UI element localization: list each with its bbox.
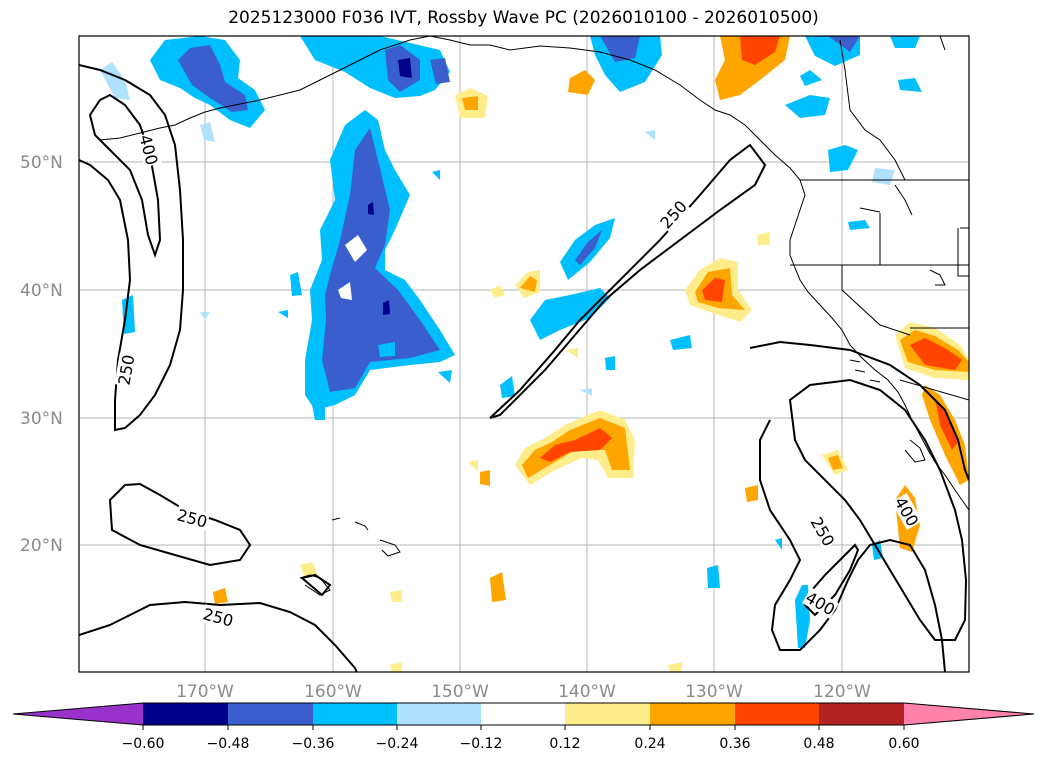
colorbar-bin [143,703,228,725]
contour-250-south [79,600,358,672]
lon-label-130w: 130°W [685,682,743,702]
colorbar-bin [313,703,397,725]
contour-400-southeast [803,543,860,617]
colorbar-tick-label: −0.36 [292,736,335,752]
colorbar-bin [481,703,565,725]
lon-label-120w: 120°W [813,682,871,702]
colorbar-extend-max [904,703,1034,725]
colorbar-ticks [142,725,905,730]
map-frame [78,35,970,673]
lon-label-160w: 160°W [304,682,362,702]
colorbar: −0.60 −0.48 −0.36 −0.24 −0.12 0.12 0.24 … [12,702,1035,752]
neg-region-central-strong [322,128,440,392]
colorbar-bin [228,703,313,725]
colorbar-tick-label: 0.24 [634,736,665,752]
longitude-labels: 170°W 160°W 150°W 140°W 130°W 120°W [176,682,871,702]
neg-max-2 [383,300,390,315]
lon-label-170w: 170°W [176,682,234,702]
contour-250-south-west [108,482,252,567]
contour-400-east [788,378,968,641]
lon-label-150w: 150°W [431,682,489,702]
colorbar-bin [565,703,650,725]
colorbar-tick-label: 0.60 [888,736,919,752]
neg-region-mid-2 [530,288,610,340]
lat-label-40n: 40°N [20,281,63,301]
colorbar-tick-label: 0.48 [803,736,834,752]
contour-400-west [88,93,162,259]
neg-hole-2 [338,282,352,300]
lat-label-30n: 30°N [20,409,63,429]
colorbar-tick-label: −0.24 [376,736,419,752]
map-area[interactable] [79,36,969,672]
colorbar-tick-label: 0.36 [719,736,750,752]
positive-anomaly-shading [213,36,969,672]
contour-250-east [749,340,969,481]
lon-label-140w: 140°W [558,682,616,702]
lat-label-50n: 50°N [20,153,63,173]
lat-label-20n: 20°N [20,536,63,556]
contour-250-west [79,64,184,432]
colorbar-extend-min [13,703,143,725]
colorbar-tick-label: −0.12 [460,736,503,752]
colorbar-tick-label: −0.60 [122,736,165,752]
colorbar-bin [397,703,481,725]
latitude-labels: 50°N 40°N 30°N 20°N [20,153,63,556]
colorbar-bin [819,703,904,725]
coastlines [99,36,969,596]
ivt-contours [79,64,969,672]
colorbar-bin [735,703,819,725]
colorbar-tick-labels: −0.60 −0.48 −0.36 −0.24 −0.12 0.12 0.24 … [122,736,920,752]
map-title: 2025123000 F036 IVT, Rossby Wave PC (202… [228,8,819,28]
colorbar-bin [650,703,735,725]
colorbar-tick-label: −0.48 [207,736,250,752]
colorbar-tick-label: 0.12 [549,736,580,752]
contour-250-southeast [759,419,946,672]
contour-250-mid [489,143,767,419]
neg-max-1 [368,202,374,215]
neg-hole-1 [345,235,367,262]
